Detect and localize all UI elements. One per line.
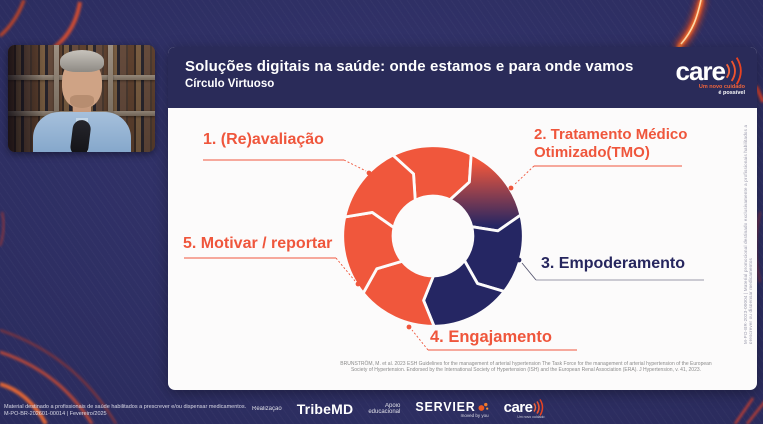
speaker-beard [69, 95, 94, 108]
care-tagline-2: é possível [718, 90, 745, 96]
care-wordmark: care [675, 56, 726, 86]
footer-care-wordmark: care [503, 399, 533, 416]
reference-line-1: BRUNSTRÖM, M. et al. 2023 ESH Guidelines… [340, 361, 712, 367]
step-label-3: 3. Empoderamento [541, 255, 686, 272]
slide-header: Soluções digitais na saúde: onde estamos… [168, 47, 757, 108]
care-logo: care Um novo cuidado é possível [676, 56, 746, 96]
care-waves-icon [725, 57, 742, 85]
tribemd-logo: TribeMD [296, 401, 354, 417]
servier-wordmark: SERVIER [415, 400, 476, 414]
footer-care-tagline: Um novo cuidado [517, 415, 545, 419]
step-label-4: 4. Engajamento [430, 328, 552, 346]
footer-care-logo: care Um novo cuidado [504, 399, 545, 419]
slide-side-note: M-PO-BR-2023-00004 | Material promociona… [743, 124, 752, 344]
servier-logo: SERVIER moved by you [415, 400, 488, 418]
disclaimer-line-2: M-PO-BR-202601-00014 | Fevereiro/2025 [4, 411, 107, 417]
servier-dot-icon [478, 402, 488, 411]
apoio-line-1: Apoio [385, 402, 401, 409]
virtuous-cycle-diagram [341, 144, 525, 328]
care-tagline-1: Um novo cuidado [698, 84, 745, 90]
slide-subtitle: Círculo Virtuoso [185, 78, 275, 90]
speaker-hair [59, 50, 104, 72]
footer-care-waves-icon [532, 399, 543, 416]
reference-line-2: Society of Hypertension. Endorsed by the… [350, 367, 702, 374]
disclaimer-line-1: Material destinado a profissionais de sa… [4, 404, 247, 410]
presentation-slide: Soluções digitais na saúde: onde estamos… [168, 47, 757, 390]
speaker-webcam-video [8, 45, 155, 152]
apoio-line-2: educacional [368, 409, 401, 415]
step-label-5: 5. Motivar / reportar [183, 235, 333, 252]
realizacao-label: Realização [252, 406, 282, 412]
servier-tagline: moved by you [460, 413, 489, 418]
slide-header-text: Soluções digitais na saúde: onde estamos… [185, 58, 633, 90]
segment-upper-left [343, 153, 417, 229]
step-label-2: 2. Tratamento Médico Otimizado(TMO) [534, 126, 688, 161]
slide-title: Soluções digitais na saúde: onde estamos… [185, 58, 634, 75]
arc-top-right-streak [674, 0, 707, 51]
apoio-educacional-label: Apoio educacional [368, 403, 400, 416]
footer-logos: Realização TribeMD Apoio educacional SER… [252, 396, 545, 422]
footer-disclaimer: Material destinado a profissionais de sa… [4, 404, 246, 418]
step-label-1: 1. (Re)avaliação [203, 131, 324, 148]
slide-reference: BRUNSTRÖM, M. et al. 2023 ESH Guidelines… [310, 361, 742, 374]
